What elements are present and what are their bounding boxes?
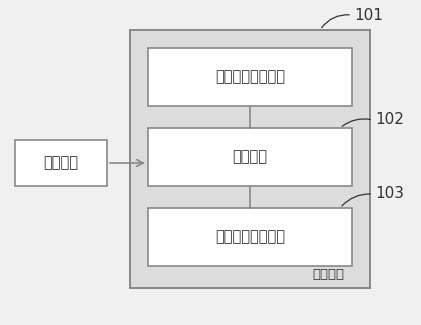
Bar [130, 30, 370, 288]
Bar [148, 208, 352, 266]
Bar [148, 128, 352, 186]
Text: 控制指令输入模块: 控制指令输入模块 [215, 70, 285, 84]
Text: 102: 102 [375, 112, 404, 127]
Bar [15, 140, 107, 186]
Text: 接口模块: 接口模块 [232, 150, 267, 164]
Text: 移动终端: 移动终端 [43, 155, 78, 171]
Text: 103: 103 [375, 187, 404, 202]
Bar [148, 48, 352, 106]
Text: 数据显示控制模块: 数据显示控制模块 [215, 229, 285, 244]
Text: 显示终端: 显示终端 [312, 267, 344, 280]
Text: 101: 101 [354, 7, 383, 22]
